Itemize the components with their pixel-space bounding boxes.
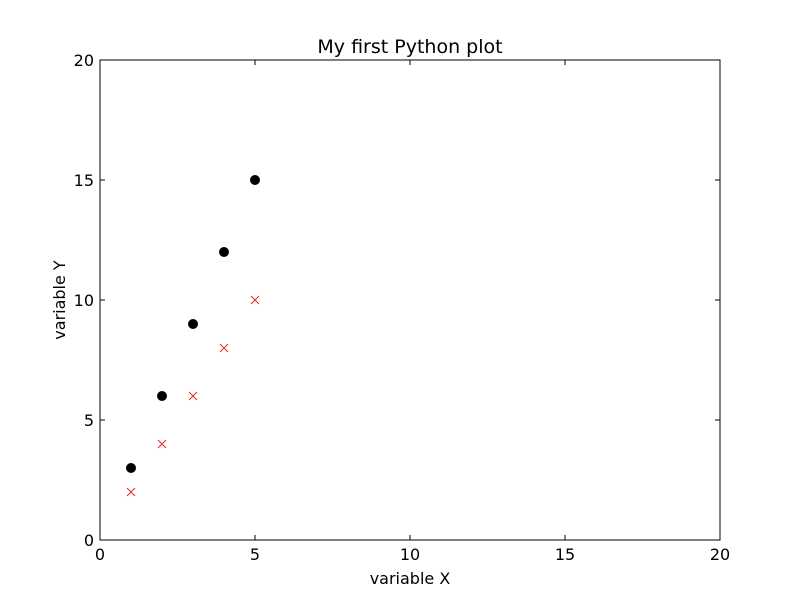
series-1 <box>126 175 260 473</box>
chart-title: My first Python plot <box>317 36 502 58</box>
x-tick-label: 10 <box>400 545 420 564</box>
x-tick-label: 20 <box>710 545 730 564</box>
ticks-layer: 0 5 10 15 20 0 5 10 15 20 <box>74 51 731 564</box>
x-tick-label: 15 <box>555 545 575 564</box>
data-point-x <box>157 439 167 449</box>
x-axis-label: variable X <box>370 569 451 588</box>
data-point-circle <box>157 391 167 401</box>
y-tick-label: 10 <box>74 291 94 310</box>
y-tick-label: 20 <box>74 51 94 70</box>
y-tick-label: 15 <box>74 171 94 190</box>
x-tick-label: 5 <box>250 545 260 564</box>
data-point-circle <box>219 247 229 257</box>
plot-area-frame <box>99 59 721 541</box>
data-point-circle <box>188 319 198 329</box>
x-tick-label: 0 <box>95 545 105 564</box>
data-point-circle <box>250 175 260 185</box>
data-point-x <box>188 391 198 401</box>
data-point-circle <box>126 463 136 473</box>
y-tick-label: 5 <box>84 411 94 430</box>
points-layer <box>126 175 260 497</box>
data-point-x <box>219 343 229 353</box>
y-axis-label: variable Y <box>50 260 69 340</box>
data-point-x <box>250 295 260 305</box>
data-point-x <box>126 487 136 497</box>
y-tick-label: 0 <box>84 531 94 550</box>
series-2 <box>126 295 260 497</box>
